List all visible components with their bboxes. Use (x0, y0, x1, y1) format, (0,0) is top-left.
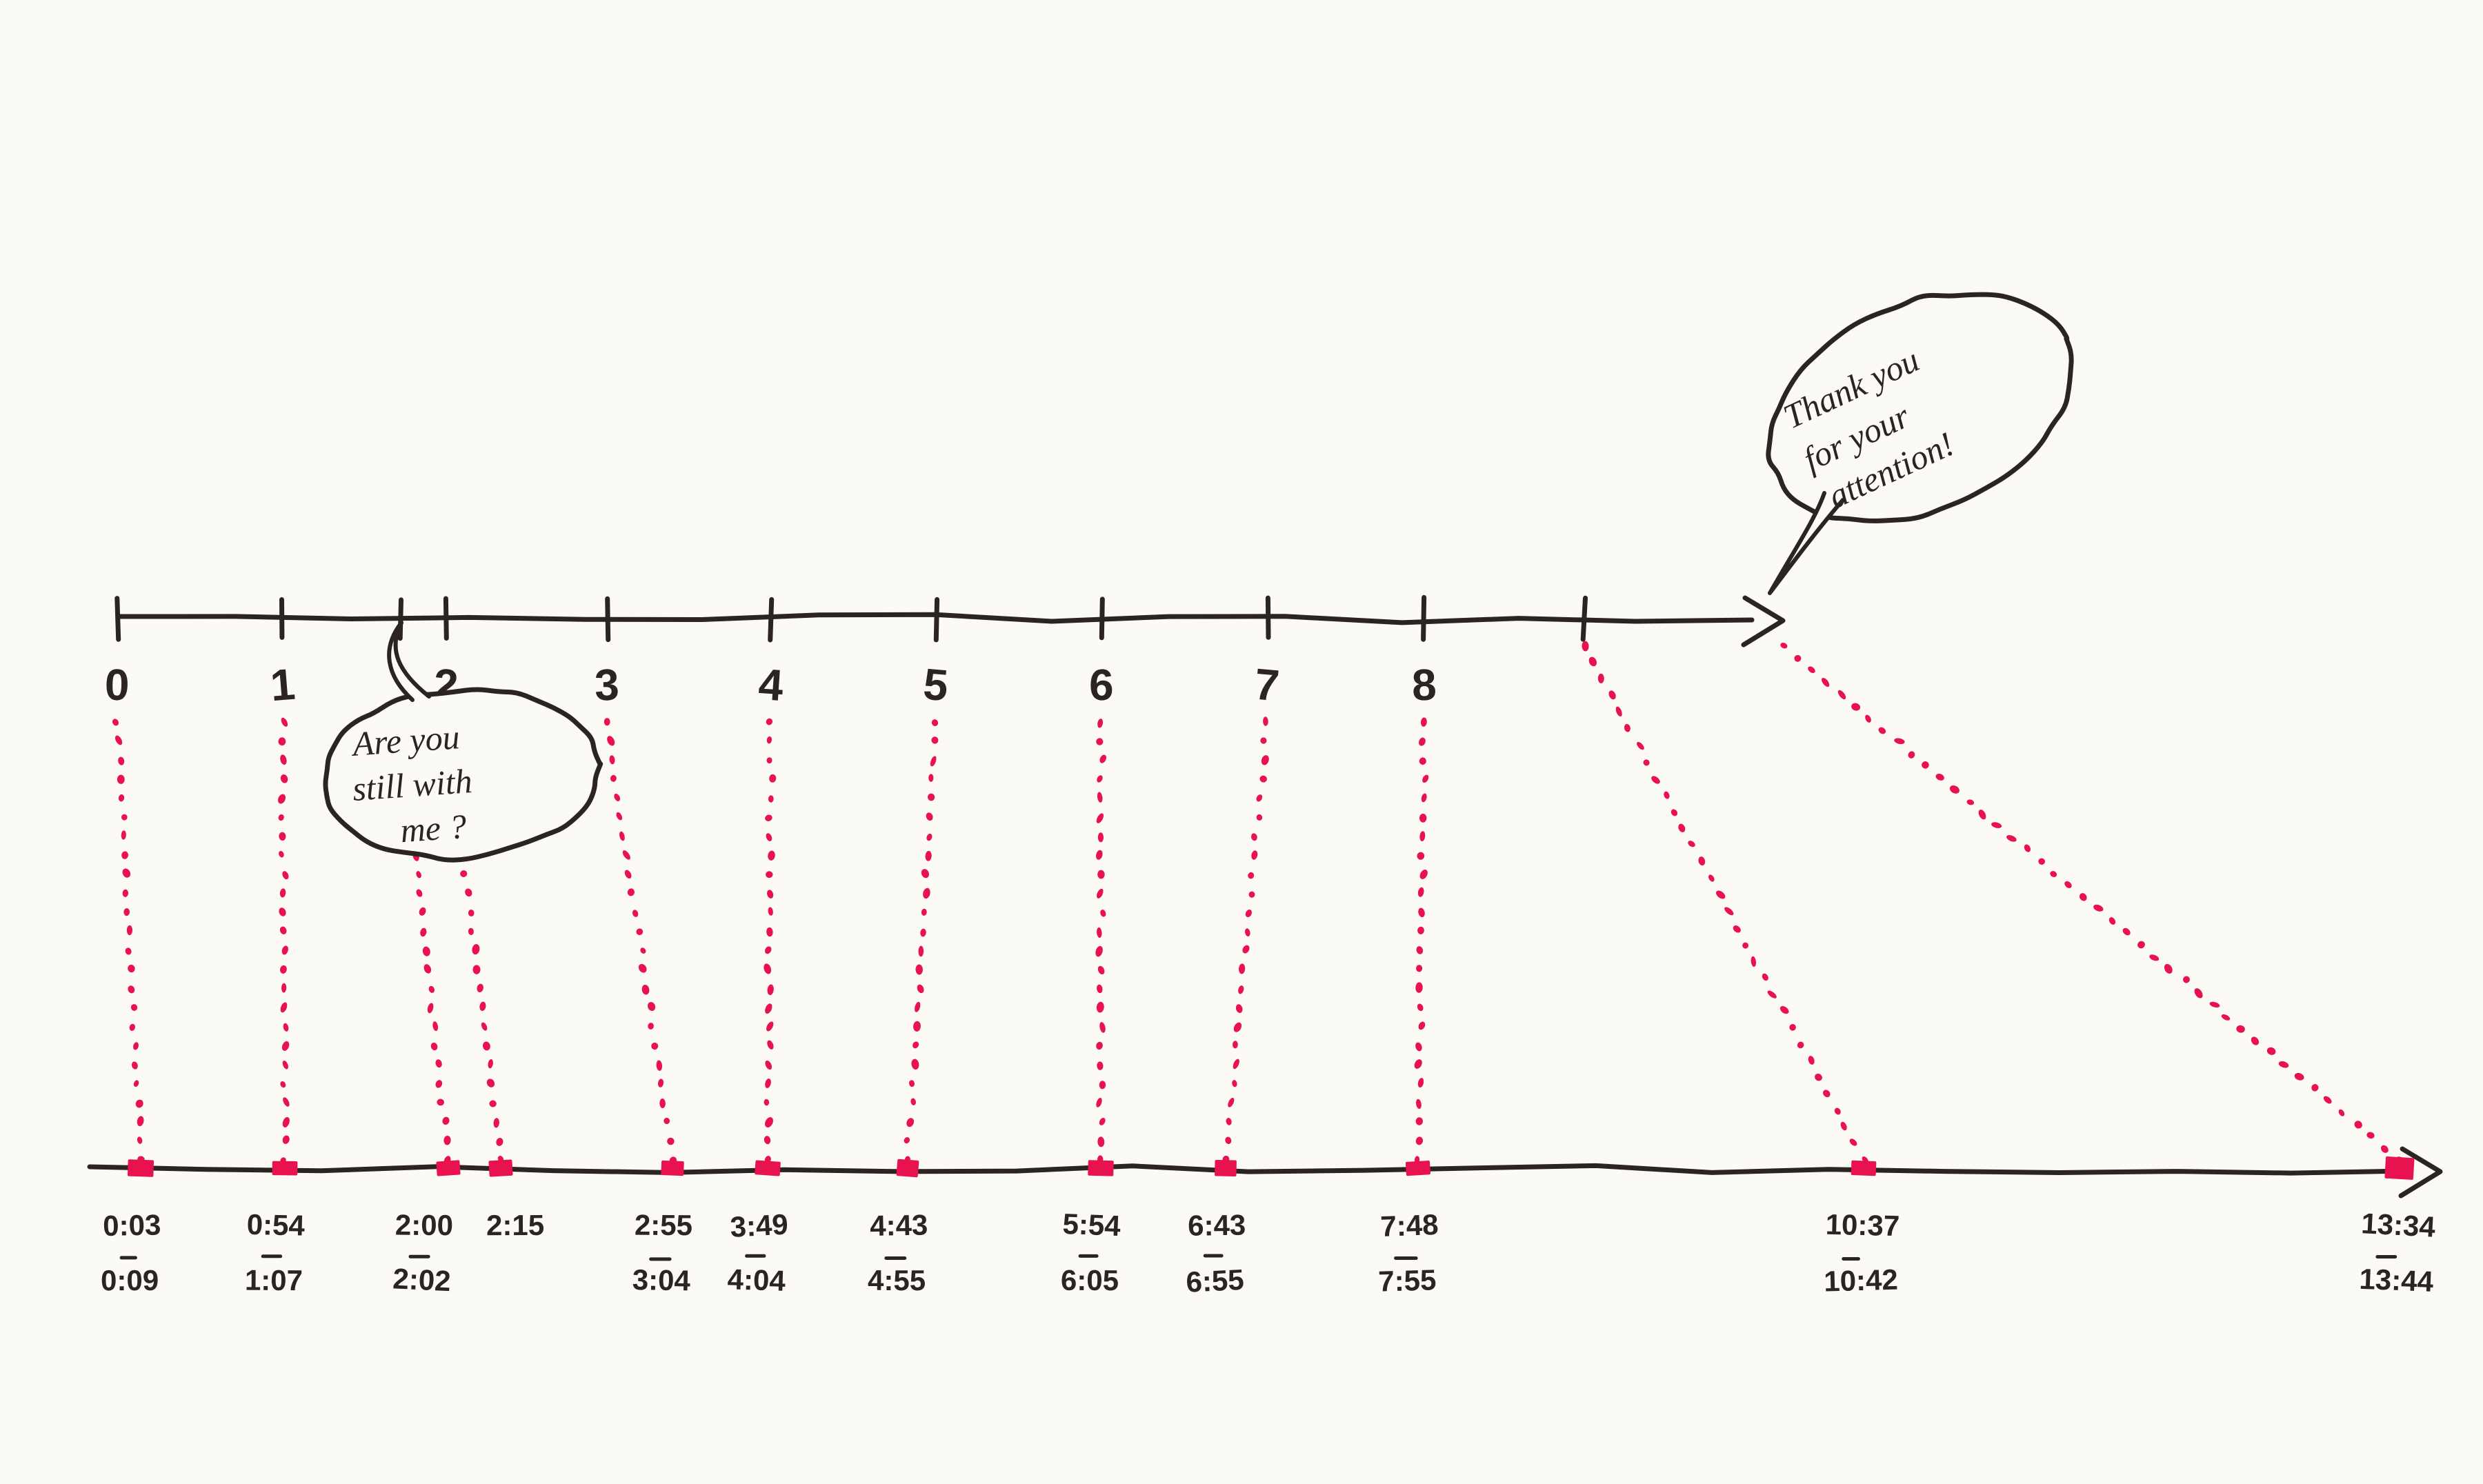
svg-text:0: 0 (104, 660, 130, 710)
svg-text:4: 4 (757, 659, 786, 710)
svg-text:0:09: 0:09 (101, 1264, 159, 1296)
svg-text:8: 8 (1411, 659, 1437, 710)
svg-text:10:37: 10:37 (1825, 1208, 1899, 1242)
svg-text:Are you: Are you (350, 717, 461, 763)
svg-text:6:05: 6:05 (1061, 1264, 1119, 1296)
svg-text:0:54: 0:54 (246, 1208, 306, 1242)
svg-text:0:03: 0:03 (103, 1208, 161, 1242)
svg-text:13:44: 13:44 (2359, 1263, 2435, 1298)
svg-text:13:34: 13:34 (2360, 1207, 2436, 1243)
svg-text:4:55: 4:55 (868, 1264, 926, 1296)
svg-text:3:04: 3:04 (632, 1263, 691, 1296)
svg-text:6:55: 6:55 (1185, 1263, 1244, 1298)
svg-text:7:48: 7:48 (1380, 1208, 1439, 1243)
svg-text:6:43: 6:43 (1188, 1209, 1246, 1242)
svg-text:1:07: 1:07 (245, 1264, 303, 1297)
svg-text:4:04: 4:04 (727, 1263, 786, 1296)
svg-text:2:02: 2:02 (392, 1262, 451, 1297)
svg-text:6: 6 (1089, 660, 1114, 710)
svg-text:2:55: 2:55 (635, 1209, 692, 1242)
svg-text:3: 3 (594, 659, 620, 710)
svg-text:3:49: 3:49 (729, 1207, 788, 1243)
svg-text:7: 7 (1253, 659, 1282, 711)
svg-text:4:43: 4:43 (870, 1208, 928, 1242)
svg-text:5: 5 (921, 659, 950, 711)
svg-text:7:55: 7:55 (1378, 1263, 1437, 1297)
svg-text:5:54: 5:54 (1062, 1207, 1121, 1242)
svg-text:2:15: 2:15 (486, 1209, 544, 1241)
svg-text:1: 1 (268, 659, 297, 711)
svg-text:10:42: 10:42 (1824, 1263, 1899, 1298)
svg-text:2:00: 2:00 (395, 1209, 453, 1242)
svg-text:me ?: me ? (399, 807, 468, 850)
